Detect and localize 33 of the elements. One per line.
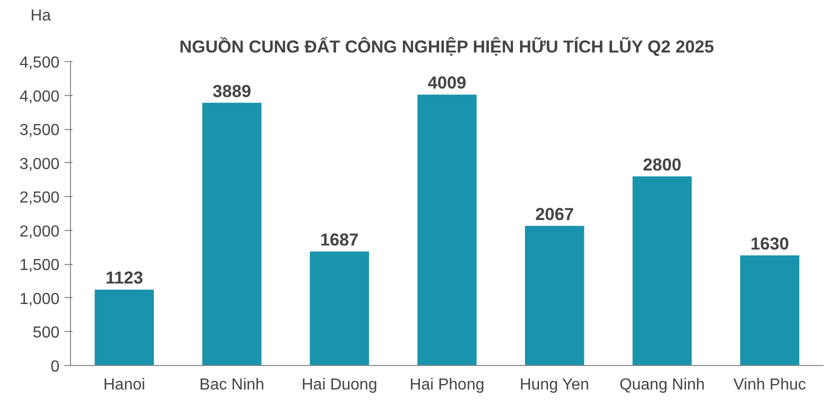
bar	[202, 102, 262, 366]
y-axis-title: Ha	[30, 8, 52, 24]
y-tick-label: 4,500	[19, 54, 60, 72]
data-label: 3889	[212, 80, 252, 101]
y-tick-label: 2,000	[19, 223, 60, 240]
bar	[524, 226, 584, 366]
bar	[632, 176, 692, 366]
y-tick-label: 3,500	[19, 122, 60, 140]
y-tick-label: 500	[32, 324, 60, 342]
y-tick-label: 1,000	[19, 290, 60, 308]
x-tick-label: Quang Ninh	[619, 376, 705, 394]
data-label: 1687	[320, 230, 359, 250]
x-tick-label: Hanoi	[103, 376, 146, 394]
bar	[94, 290, 154, 366]
bar	[417, 94, 477, 366]
y-tick-label: 2,500	[19, 190, 60, 207]
y-tick-label: 4,000	[19, 88, 60, 106]
x-tick-label: Hung Yen	[520, 376, 590, 394]
x-tick-label: Bac Ninh	[199, 376, 264, 394]
y-tick-label: 3,000	[19, 156, 60, 173]
data-label: 1630	[750, 233, 790, 254]
y-tick-label: 0	[50, 358, 60, 376]
data-label: 2800	[642, 154, 682, 174]
y-tick-label: 1,500	[19, 257, 60, 274]
x-tick-label: Hai Phong	[410, 376, 484, 394]
data-label: 2067	[535, 204, 574, 224]
chart-title: NGUỒN CUNG ĐẤT CÔNG NGHIỆP HIỆN HỮU TÍCH LŨY Q2 2025	[179, 36, 714, 56]
x-tick-label: Hai Duong	[302, 376, 378, 394]
data-label: 4009	[428, 72, 466, 93]
bar	[310, 252, 370, 366]
data-label: 1123	[105, 268, 144, 288]
x-tick-label: Vinh Phuc	[733, 376, 806, 394]
bar	[740, 255, 800, 366]
